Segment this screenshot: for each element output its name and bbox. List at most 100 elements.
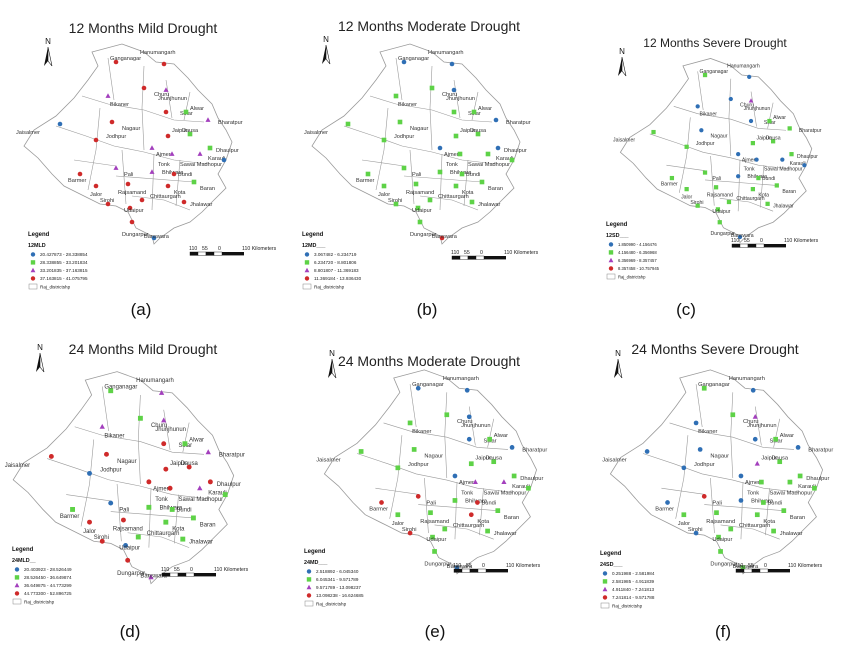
district-boundary-line xyxy=(695,384,703,428)
class2-square-symbol xyxy=(726,199,732,205)
district-label: Udaipur xyxy=(426,537,446,543)
class3-triangle-symbol xyxy=(99,423,105,429)
district-label: Alwar xyxy=(190,106,204,112)
class2-square-symbol xyxy=(774,183,779,188)
legend-class-label: 4.156480 - 6.356968 xyxy=(618,250,657,255)
class1-circle-symbol xyxy=(123,543,129,548)
district-label: Baran xyxy=(504,515,519,521)
class2-square-symbol xyxy=(728,526,734,532)
class2-square-symbol xyxy=(491,459,497,465)
scale-segment xyxy=(177,572,187,577)
district-label: Karauli xyxy=(208,491,226,497)
district-boundary-line xyxy=(424,477,429,534)
class1-circle-symbol xyxy=(451,87,457,93)
district-label: Sirohi xyxy=(94,535,109,541)
district-label: Churu xyxy=(743,419,759,425)
class1-circle-symbol xyxy=(736,174,741,179)
district-label: Dausa xyxy=(181,461,199,467)
panel-12-months-severe-drought: 12 Months Severe Drought N Ganganagar Hanu… xyxy=(572,0,858,330)
class4-circle-symbol xyxy=(125,181,131,187)
class1-circle-symbol xyxy=(415,385,421,391)
class4-circle-symbol xyxy=(146,479,152,485)
district-boundary-line xyxy=(759,165,765,208)
class4-circle-symbol xyxy=(186,464,192,470)
class1-circle-symbol xyxy=(747,74,752,80)
class4-circle-symbol xyxy=(77,171,83,177)
district-label: Kota xyxy=(758,192,769,198)
class4-circle-symbol xyxy=(379,500,384,505)
class3-triangle-symbol xyxy=(752,414,758,419)
district-label: Ganganagar xyxy=(104,385,137,391)
district-label: Dungarpur xyxy=(424,562,451,568)
district-label: Jalor xyxy=(378,192,390,198)
district-label: Pali xyxy=(119,508,129,514)
class2-square-symbol xyxy=(511,473,517,479)
district-label: Sawai Madhopur xyxy=(484,490,527,496)
class4-circle-symbol xyxy=(304,276,310,281)
district-boundary-line xyxy=(675,435,689,519)
class2-square-symbol xyxy=(358,449,364,454)
legend-class-label: 0.251988 - 2.581984 xyxy=(612,571,655,576)
district-label: Udaipur xyxy=(124,208,144,214)
district-boundary-line xyxy=(121,149,127,205)
district-label: Jalor xyxy=(678,521,690,527)
class4-circle-symbol xyxy=(141,85,147,91)
north-label: N xyxy=(37,343,43,352)
class4-circle-symbol xyxy=(165,183,171,189)
district-layer-swatch xyxy=(304,600,314,607)
legend-class-label: 7.241814 - 9.571788 xyxy=(612,595,655,600)
class3-triangle-symbol xyxy=(30,267,36,273)
class2-square-symbol xyxy=(750,140,756,146)
district-boundary-line xyxy=(395,57,403,101)
district-label: Churu xyxy=(442,92,457,98)
district-label: Bikaner xyxy=(700,112,718,118)
panel-title: 24 Months Severe Drought xyxy=(631,341,799,357)
legend-class-label: 6.234720 - 8.801806 xyxy=(314,260,357,265)
north-arrow-right-half xyxy=(325,44,331,65)
scale-segment xyxy=(205,251,215,256)
district-label: Sawai Madhopur xyxy=(468,162,510,168)
scale-label: 110 xyxy=(161,567,169,573)
class2-square-symbol xyxy=(684,144,689,149)
district-boundary-line xyxy=(137,394,141,485)
scale-segment xyxy=(213,251,223,256)
scale-segment xyxy=(731,243,741,248)
district-label: Ganganagar xyxy=(110,56,141,62)
district-layer-label: Raj_districtshp xyxy=(618,275,646,280)
scale-label: 0 xyxy=(764,563,767,569)
legend: Legend 12SD___ 1.850990 - 4.156476 4.156480… xyxy=(606,222,660,280)
class1-circle-symbol xyxy=(795,445,801,450)
scale-segment xyxy=(197,251,207,256)
legend: Legend 24MLD__ 20.403923 - 28.526449 28.526… xyxy=(12,547,72,605)
north-label: N xyxy=(615,349,621,358)
legend-class-label: 8.801807 - 11.369183 xyxy=(314,268,359,273)
class1-circle-symbol xyxy=(695,104,700,109)
class2-square-symbol xyxy=(187,131,193,137)
district-label: Jhalawar xyxy=(189,539,213,545)
class1-circle-symbol xyxy=(466,414,472,420)
district-label: Pali xyxy=(712,501,722,507)
legend-class-label: 11.369184 - 13.936430 xyxy=(314,276,362,281)
district-boundary-line xyxy=(131,195,191,211)
district-label: Barmer xyxy=(68,178,86,184)
legend-title: Legend xyxy=(600,551,622,557)
district-label: Tonk xyxy=(744,167,755,173)
class3-triangle-symbol xyxy=(197,485,203,491)
class3-triangle-symbol xyxy=(205,117,211,122)
district-label: Jodhpur xyxy=(394,134,414,140)
district-label: Jhunjhunun xyxy=(158,96,187,102)
class2-square-symbol xyxy=(471,109,477,115)
scale-segment xyxy=(475,255,485,260)
district-label: Kota xyxy=(174,190,186,196)
class2-square-symbol xyxy=(684,186,689,192)
legend-title: Legend xyxy=(606,222,628,228)
district-label: Nagaur xyxy=(710,454,729,460)
legend-class-label: 2.581985 - 4.911839 xyxy=(612,579,655,584)
class2-square-symbol xyxy=(797,473,803,479)
class2-square-symbol xyxy=(407,420,413,426)
district-boundary-line xyxy=(375,107,389,191)
class2-square-symbol xyxy=(365,171,371,177)
district-boundary-line xyxy=(471,91,479,121)
